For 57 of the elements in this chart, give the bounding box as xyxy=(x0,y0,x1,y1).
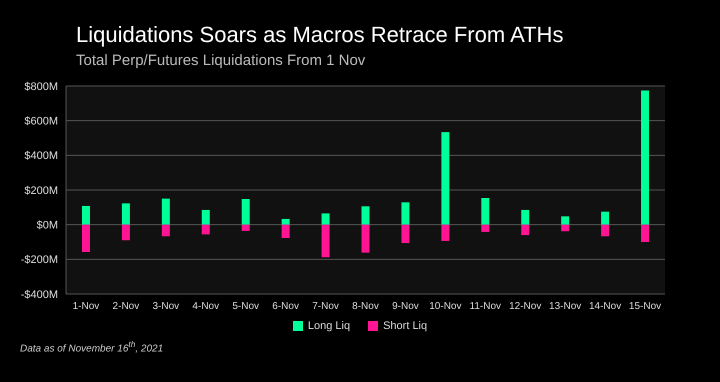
bar xyxy=(202,224,210,234)
bar xyxy=(401,202,410,225)
bar xyxy=(641,90,650,225)
y-tick-label: -$200M xyxy=(20,254,58,266)
bar xyxy=(322,224,330,258)
bar xyxy=(322,213,330,225)
x-tick-label: 11-Nov xyxy=(470,301,502,312)
bar xyxy=(601,212,610,225)
bar xyxy=(481,224,490,232)
chart-subtitle: Total Perp/Futures Liquidations From 1 Nov xyxy=(76,52,366,69)
chart-title: Liquidations Soars as Macros Retrace From ATHs xyxy=(76,22,564,48)
x-tick-label: 13-Nov xyxy=(549,301,582,312)
y-tick-label: $400M xyxy=(24,150,58,162)
x-tick-label: 9-Nov xyxy=(392,301,419,312)
x-tick-label: 15-Nov xyxy=(628,301,662,312)
bar xyxy=(82,206,90,225)
bar xyxy=(441,132,450,225)
bar xyxy=(561,224,570,232)
x-tick-label: 12-Nov xyxy=(509,301,542,312)
x-tick-label: 1-Nov xyxy=(72,301,100,312)
bar xyxy=(122,203,130,225)
bar xyxy=(282,224,290,238)
bar xyxy=(242,199,250,225)
bar xyxy=(601,224,610,236)
bar xyxy=(122,224,130,240)
bar xyxy=(362,224,370,253)
x-tick-label: 6-Nov xyxy=(272,301,299,312)
x-tick-label: 14-Nov xyxy=(588,301,622,312)
bar xyxy=(242,224,250,231)
x-tick-label: 7-Nov xyxy=(312,301,339,312)
x-tick-label: 8-Nov xyxy=(352,301,379,312)
legend-label: Long Liq xyxy=(308,320,350,332)
y-tick-label: $0M xyxy=(36,220,58,232)
bar xyxy=(521,224,530,236)
text: Data as of November 16$^{th}$, 2021 xyxy=(20,338,164,356)
y-tick-label: $200M xyxy=(24,184,58,197)
bar xyxy=(641,224,650,242)
x-tick-label: 2-Nov xyxy=(112,301,140,312)
bar xyxy=(561,216,570,225)
bar xyxy=(162,224,170,236)
bar xyxy=(401,224,410,244)
x-tick-label: 3-Nov xyxy=(152,301,180,312)
x-tick-label: 5-Nov xyxy=(232,301,260,312)
bar xyxy=(202,210,210,225)
bar xyxy=(441,224,450,241)
y-tick-label: $600M xyxy=(24,116,58,128)
legend-label: Short Liq xyxy=(383,320,428,332)
bar xyxy=(521,210,530,225)
x-tick-label: 4-Nov xyxy=(192,301,220,312)
bar xyxy=(481,198,490,225)
bar xyxy=(162,198,170,225)
y-tick-label: -$400M xyxy=(20,288,58,301)
bar xyxy=(362,206,370,225)
bar xyxy=(282,218,290,225)
x-tick-label: 10-Nov xyxy=(429,301,462,312)
y-tick-label: $800M xyxy=(24,80,58,93)
bar xyxy=(82,224,90,252)
